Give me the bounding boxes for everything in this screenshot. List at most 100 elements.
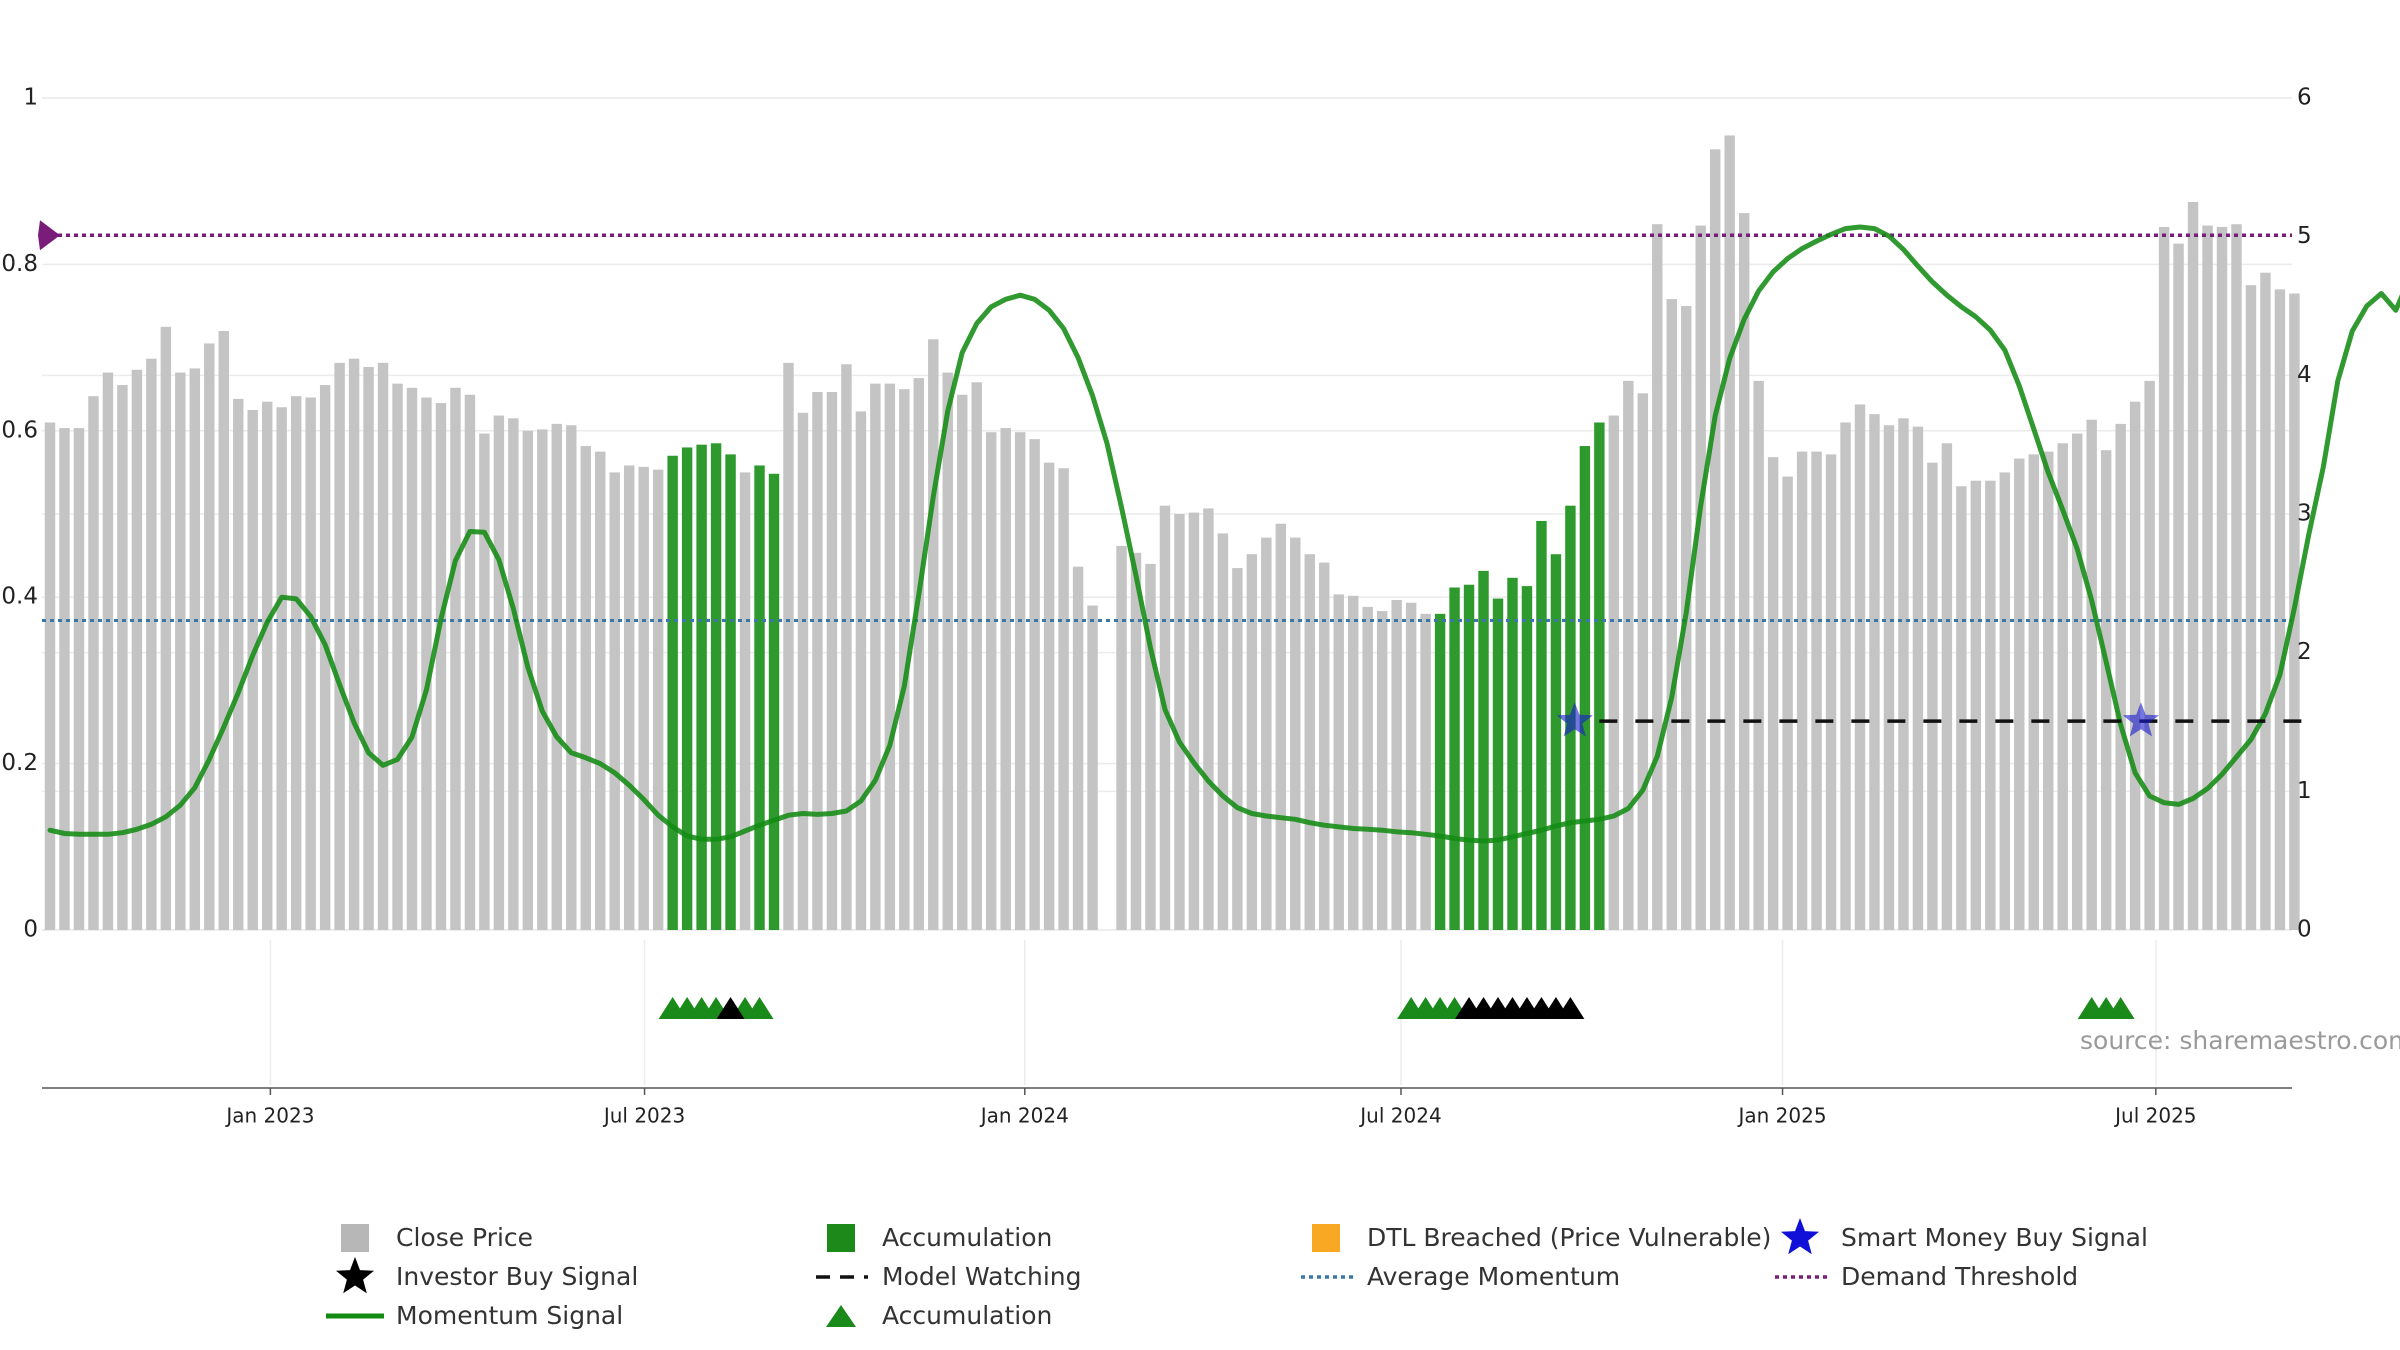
price-bar-133: [1970, 480, 1982, 930]
price-bar-78: [1174, 514, 1185, 930]
price-bar-75: [1130, 552, 1142, 930]
legend-smart-money-swatch: [1781, 1218, 1819, 1255]
right-tick-label-6: 6: [2297, 85, 2312, 111]
price-bar-14: [247, 410, 258, 930]
price-bar-120: [1782, 476, 1793, 930]
left-tick-label-4: 0.8: [1, 251, 38, 277]
price-bar-38: [595, 451, 606, 930]
price-bar-47: [725, 454, 736, 930]
price-bar-33: [522, 430, 534, 930]
price-bar-98: [1463, 584, 1475, 930]
price-bar-124: [1840, 422, 1851, 930]
price-bar-82: [1232, 568, 1243, 930]
price-bar-60: [913, 378, 925, 930]
right-tick-label-1: 1: [2297, 778, 2312, 804]
price-bar-16: [276, 407, 287, 931]
price-bar-52: [797, 412, 809, 930]
legend-close-price-label: Close Price: [396, 1223, 533, 1252]
price-bar-71: [1072, 566, 1084, 930]
price-bar-46: [710, 443, 722, 930]
price-bar-107: [1594, 422, 1605, 930]
price-bar-12: [218, 330, 229, 931]
price-bar-2: [73, 428, 85, 930]
price-bar-118: [1753, 380, 1764, 930]
price-bar-109: [1623, 380, 1634, 930]
legend-accumulation-bar-label: Accumulation: [882, 1223, 1052, 1252]
price-bar-112: [1666, 299, 1677, 930]
price-bar-5: [117, 385, 128, 930]
price-bar-128: [1898, 418, 1909, 930]
price-bar-32: [508, 418, 519, 930]
price-bar-140: [2071, 433, 2083, 930]
price-bar-134: [1985, 480, 1996, 930]
price-bar-144: [2129, 401, 2141, 930]
price-bar-129: [1912, 426, 1924, 930]
price-bar-147: [2173, 243, 2184, 931]
price-bar-39: [609, 472, 620, 930]
right-tick-label-0: 0: [2297, 917, 2312, 943]
price-bar-126: [1869, 414, 1880, 930]
price-bar-135: [1999, 472, 2011, 930]
price-bar-53: [812, 391, 823, 931]
price-bar-56: [855, 411, 867, 930]
x-tick-label-1: Jul 2023: [602, 1104, 685, 1128]
price-bar-74: [1116, 545, 1127, 930]
price-bar-43: [667, 455, 678, 930]
price-bar-79: [1188, 512, 1200, 930]
right-tick-label-2: 2: [2297, 639, 2312, 665]
price-bar-24: [392, 383, 403, 930]
price-bar-141: [2086, 419, 2097, 930]
price-bar-146: [2158, 226, 2170, 930]
price-bar-152: [2245, 285, 2257, 930]
price-bar-122: [1811, 451, 1822, 930]
legend-investor-buy-swatch: [336, 1257, 374, 1294]
price-bar-9: [175, 372, 186, 930]
price-bar-90: [1347, 595, 1359, 930]
investor-buy-triangle-0: [716, 997, 745, 1019]
price-bar-145: [2144, 380, 2155, 930]
price-bar-34: [537, 429, 548, 930]
price-bar-57: [870, 383, 881, 930]
right-tick-label-3: 3: [2297, 501, 2312, 527]
left-tick-label-3: 0.6: [1, 417, 38, 443]
price-bar-101: [1507, 577, 1518, 930]
price-bar-136: [2014, 458, 2025, 930]
price-bar-50: [768, 473, 780, 930]
price-bar-142: [2100, 450, 2112, 930]
price-bar-45: [696, 444, 707, 930]
price-bar-23: [377, 362, 389, 931]
price-bar-17: [290, 396, 302, 930]
price-bar-18: [305, 397, 316, 930]
source-watermark: source: sharemaestro.com: [2080, 1026, 2400, 1055]
price-bar-114: [1695, 225, 1706, 930]
price-bar-108: [1608, 415, 1620, 930]
right-tick-label-4: 4: [2297, 362, 2312, 388]
x-tick-label-3: Jul 2024: [1358, 1104, 1441, 1128]
price-bar-7: [146, 358, 157, 930]
price-bar-119: [1767, 457, 1779, 930]
price-bar-89: [1333, 594, 1344, 930]
price-bar-149: [2202, 225, 2213, 930]
x-tick-label-2: Jan 2024: [979, 1104, 1069, 1128]
price-bar-81: [1217, 533, 1229, 930]
accumulation-triangle-5: [745, 997, 774, 1019]
price-bar-91: [1362, 606, 1373, 930]
legend: Close Price Accumulation DTL Breached (Pri…: [326, 1218, 2148, 1330]
smart-money-star-0: [1556, 702, 1593, 737]
legend-accumulation-bar-swatch: [827, 1224, 855, 1252]
price-bar-66: [1000, 428, 1011, 930]
price-bar-8: [160, 326, 172, 930]
price-bar-36: [566, 425, 577, 930]
price-bar-88: [1319, 562, 1330, 930]
price-bar-131: [1941, 443, 1953, 930]
left-tick-label-1: 0.2: [1, 750, 38, 776]
price-bar-41: [638, 466, 649, 930]
price-bar-100: [1492, 598, 1504, 930]
price-bars: [44, 135, 2300, 931]
price-bar-97: [1449, 587, 1460, 930]
price-bar-13: [233, 398, 244, 930]
left-tick-label-2: 0.4: [1, 584, 38, 610]
price-bar-123: [1825, 454, 1837, 930]
price-bar-58: [884, 383, 896, 930]
